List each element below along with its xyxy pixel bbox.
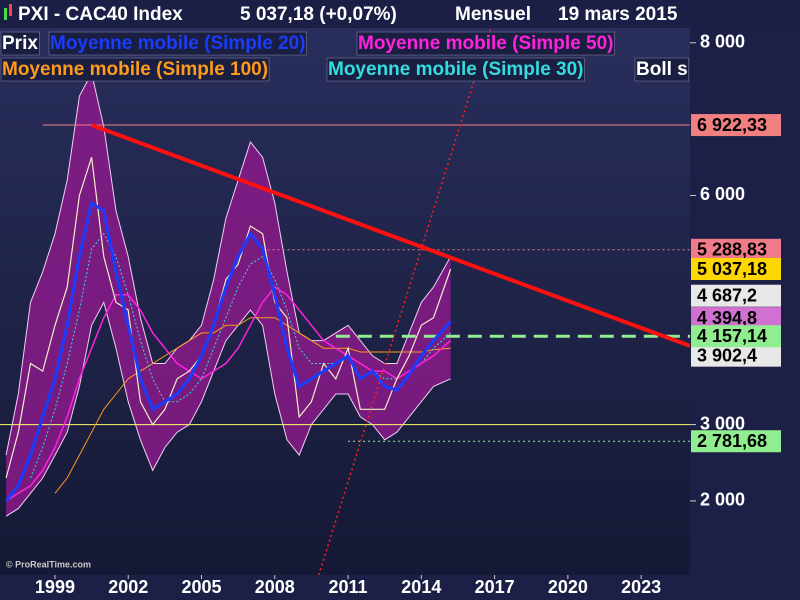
- legend-entry: Moyenne mobile (Simple 50): [358, 33, 614, 54]
- x-tick-label: 2002: [108, 577, 148, 597]
- legend-box: [634, 57, 689, 82]
- bollinger-upper: [5, 71, 452, 456]
- series-line: [4, 200, 452, 502]
- level-label: 4 394,8: [697, 308, 757, 328]
- y-tick-label: 6 000: [700, 184, 745, 204]
- date: 19 mars 2015: [558, 4, 678, 25]
- level-label: 2 781,68: [697, 431, 767, 451]
- y-tick-label: 2 000: [700, 490, 745, 510]
- level-label-box: [691, 238, 781, 261]
- level-label: 5 037,18: [697, 259, 767, 279]
- last-price: 5 037,18 (+0,07%): [240, 4, 397, 25]
- legend-entry: Moyenne mobile (Simple 20): [50, 33, 306, 54]
- legend-box: [0, 57, 270, 82]
- legend-entry: Moyenne mobile (Simple 30): [328, 59, 584, 80]
- x-tick-label: 2023: [621, 577, 661, 597]
- level-label-box: [691, 430, 781, 453]
- level-label: 6 922,33: [697, 115, 767, 135]
- header-icon: [9, 4, 12, 16]
- bollinger-band: [6, 73, 451, 517]
- plot-area: [0, 28, 690, 575]
- level-label: 5 288,83: [697, 240, 767, 260]
- series-line: [30, 232, 451, 479]
- level-label-box: [691, 258, 781, 281]
- legend-box: [0, 31, 40, 56]
- header-icon: [4, 8, 7, 20]
- x-tick-label: 2017: [475, 577, 515, 597]
- legend-entry: Boll s: [636, 59, 688, 80]
- trendline: [318, 28, 492, 575]
- level-label: 3 902,4: [697, 345, 757, 365]
- x-tick-label: 2008: [255, 577, 295, 597]
- level-label-box: [691, 344, 781, 367]
- x-tick-label: 2014: [401, 577, 441, 597]
- level-label: 4 157,14: [697, 326, 767, 346]
- x-tick-label: 1999: [35, 577, 75, 597]
- legend-box: [356, 31, 615, 56]
- trendline: [90, 123, 690, 348]
- time-axis: [0, 575, 800, 600]
- x-tick-label: 2011: [329, 577, 368, 597]
- y-tick-label: 3 000: [700, 413, 745, 433]
- level-label-box: [691, 114, 781, 137]
- y-tick-label: 8 000: [700, 32, 745, 52]
- period: Mensuel: [455, 4, 531, 25]
- level-label-box: [691, 284, 781, 307]
- chart-title: PXI - CAC40 Index: [18, 4, 183, 25]
- series-line: [5, 157, 452, 479]
- legend-entry: Prix: [2, 33, 38, 54]
- level-label-box: [691, 325, 781, 348]
- level-label-box: [691, 307, 781, 330]
- legend-box: [326, 57, 585, 82]
- legend-box: [48, 31, 307, 56]
- watermark: © ProRealTime.com: [6, 559, 91, 569]
- legend-entry: Moyenne mobile (Simple 100): [2, 59, 268, 80]
- header-bar: [0, 0, 800, 28]
- level-label: 4 687,2: [697, 285, 757, 305]
- x-tick-label: 2020: [548, 577, 588, 597]
- x-tick-label: 2005: [181, 577, 221, 597]
- series-line: [54, 317, 451, 494]
